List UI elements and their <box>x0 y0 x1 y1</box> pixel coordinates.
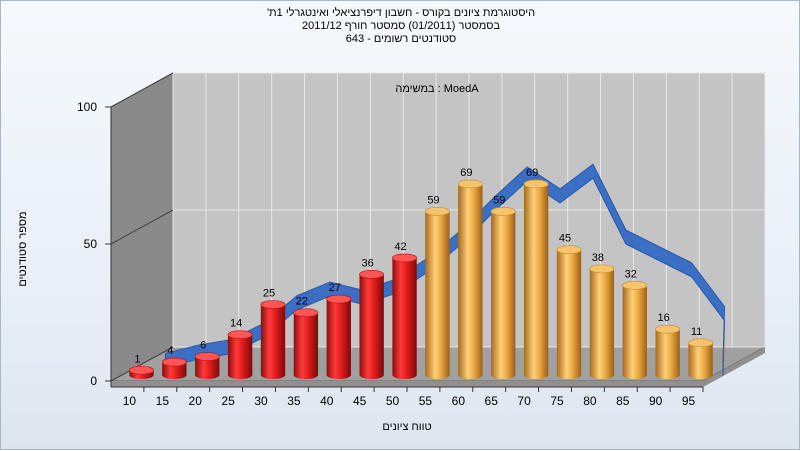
bar-body <box>589 268 615 379</box>
bar-top <box>622 281 648 290</box>
x-tick-label: 80 <box>583 394 597 408</box>
x-tick-label: 45 <box>353 394 367 408</box>
bar-value-label: 38 <box>592 252 604 264</box>
x-tick-label: 75 <box>550 394 564 408</box>
bar-top <box>688 338 714 348</box>
bar-top <box>326 294 352 304</box>
bar-top <box>161 357 187 367</box>
bar-body <box>359 274 384 379</box>
bar-value-label: 22 <box>296 296 308 308</box>
x-axis-title: טווח ציונים <box>382 421 432 433</box>
floor-edge <box>703 347 765 387</box>
bar-value-label: 14 <box>230 318 242 330</box>
bar-value-label: 1 <box>134 353 140 365</box>
bar-top <box>392 253 418 263</box>
bar-value-label: 11 <box>691 326 702 338</box>
grid-line-left <box>110 346 174 382</box>
bar-top <box>260 300 286 309</box>
bar-top <box>589 264 615 274</box>
x-tick-label: 90 <box>649 394 663 408</box>
bar-body <box>458 183 483 379</box>
bar-value-label: 69 <box>526 167 538 179</box>
x-tick-label: 30 <box>254 394 268 408</box>
x-tick-label: 70 <box>517 394 531 408</box>
bar-body <box>227 334 253 379</box>
bar-top <box>194 352 220 361</box>
bar-value-label: 36 <box>362 257 374 269</box>
bar-top <box>457 179 483 189</box>
bar-top <box>293 308 319 318</box>
x-tick-label: 85 <box>616 394 630 408</box>
x-tick-label: 50 <box>386 394 400 408</box>
x-tick-label: 35 <box>287 394 301 408</box>
bar-body <box>523 183 549 379</box>
grid-line-left <box>110 209 174 245</box>
chart-title-line-2: בסמסטר (01/2011) סמסטר חורף 2011/12 <box>301 20 501 32</box>
bar-top <box>227 330 253 339</box>
bar-value-label: 59 <box>493 194 505 206</box>
x-tick-label: 10 <box>123 394 137 408</box>
x-tick-label: 65 <box>485 394 499 408</box>
chart-title-line-1: היסטוגרמת ציונים בקורס - חשבון דיפרנציאל… <box>266 7 536 19</box>
bar-body <box>425 211 450 379</box>
bar-top <box>128 365 154 375</box>
floor-front <box>111 381 703 387</box>
bar-top <box>424 207 450 216</box>
grid-line-left <box>110 72 174 108</box>
x-tick-label: 60 <box>452 394 466 408</box>
bar-value-label: 32 <box>625 268 637 280</box>
bar-top <box>523 179 549 189</box>
chart-annotation: במשימה : MoedA <box>395 83 479 95</box>
bar-body <box>688 342 713 379</box>
bar-value-label: 6 <box>200 340 206 352</box>
bar-body <box>326 299 351 379</box>
chart-title-line-3: סטודנטים רשומים - 643 <box>345 33 457 45</box>
x-tick-label: 40 <box>320 394 334 408</box>
bar-value-label: 25 <box>263 288 275 300</box>
bar-value-label: 59 <box>427 194 439 206</box>
y-tick-label: 100 <box>77 100 97 114</box>
bar-body <box>260 304 286 379</box>
bar-body <box>556 249 582 379</box>
y-tick-label: 50 <box>84 237 98 251</box>
bar-top <box>655 324 681 334</box>
x-tick-label: 20 <box>189 394 203 408</box>
bar-value-label: 4 <box>167 345 173 357</box>
bar-body <box>655 329 680 379</box>
bar-top <box>359 270 385 279</box>
bar-body <box>491 211 516 379</box>
bar-value-label: 27 <box>329 282 341 294</box>
bar-top <box>556 245 582 254</box>
bar-body <box>622 285 647 379</box>
bar-body <box>392 257 417 379</box>
y-axis-title: מספר סטודנטים <box>17 211 29 287</box>
y-tick-label: 0 <box>90 374 97 388</box>
bar-top <box>490 207 516 216</box>
bar-value-label: 16 <box>658 312 670 324</box>
bar-body <box>162 362 187 379</box>
bar-value-label: 42 <box>394 241 406 253</box>
bar-value-label: 45 <box>559 233 571 245</box>
x-tick-label: 95 <box>682 394 696 408</box>
x-tick-label: 55 <box>419 394 433 408</box>
bar-value-label: 69 <box>460 167 472 179</box>
bar-body <box>195 356 220 379</box>
x-tick-label: 15 <box>156 394 170 408</box>
x-tick-label: 25 <box>221 394 235 408</box>
bar-body <box>293 312 319 379</box>
